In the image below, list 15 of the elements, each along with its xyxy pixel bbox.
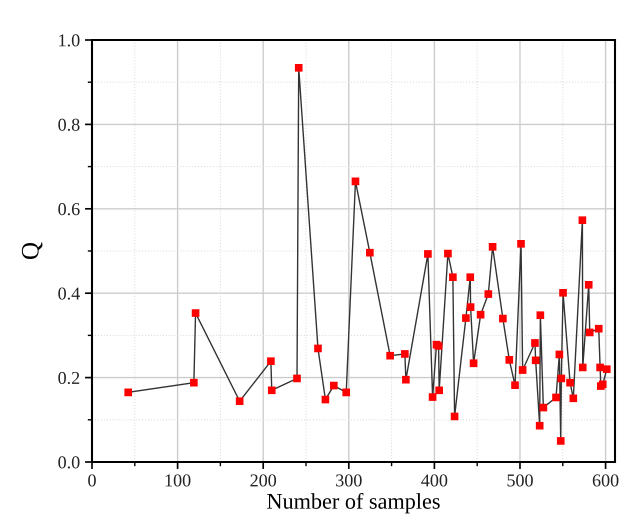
x-axis-title: Number of samples — [267, 492, 440, 514]
x-tick-label: 200 — [250, 474, 276, 487]
y-tick-label: 0.2 — [58, 372, 80, 384]
y-tick-label: 0.0 — [58, 456, 80, 469]
x-tick-label: 400 — [421, 474, 448, 487]
y-tick-label: 0.6 — [58, 203, 80, 216]
y-tick-label: 0.4 — [58, 287, 80, 300]
y-tick-label: 0.8 — [58, 118, 80, 131]
y-axis-title: Q — [22, 242, 42, 259]
x-tick-label: 600 — [592, 474, 618, 487]
x-tick-label: 100 — [166, 474, 190, 487]
x-tick-label: 0 — [88, 474, 96, 487]
x-tick-label: 500 — [507, 474, 533, 487]
x-tick-label: 300 — [336, 474, 362, 487]
y-tick-label: 1.0 — [59, 34, 80, 47]
